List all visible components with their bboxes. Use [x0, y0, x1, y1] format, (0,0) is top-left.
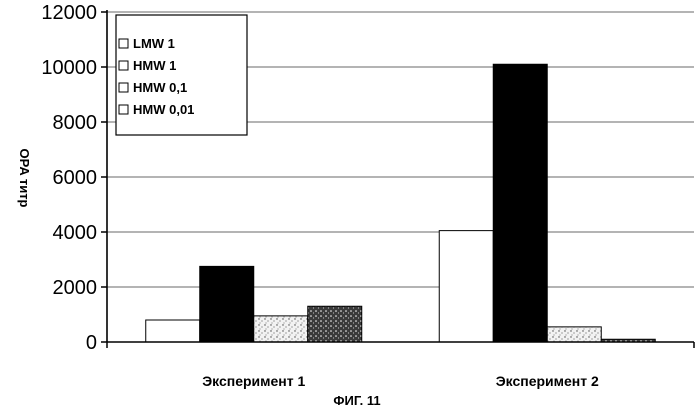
- bar: [439, 231, 493, 342]
- y-tick-label: 4000: [53, 222, 98, 244]
- legend-label: HMW 0,01: [133, 102, 194, 117]
- legend: LMW 1 HMW 1 HMW 0,1 HMW 0,01: [116, 15, 247, 135]
- bar: [308, 306, 362, 342]
- y-tick-label: 8000: [53, 112, 98, 134]
- bar: [254, 316, 308, 342]
- bar: [493, 64, 547, 342]
- bar: [146, 320, 200, 342]
- bar: [200, 266, 254, 342]
- y-tick-label: 6000: [53, 167, 98, 189]
- bar: [547, 327, 601, 342]
- legend-swatch: [119, 105, 128, 114]
- x-category-label: Эксперимент 2: [496, 373, 599, 389]
- figure-caption: ФИГ. 11: [333, 393, 380, 408]
- y-axis-title: OPA титр: [17, 148, 32, 207]
- x-category-label: Эксперимент 1: [202, 373, 305, 389]
- legend-swatch: [119, 83, 128, 92]
- x-category-labels: Эксперимент 1 Эксперимент 2: [202, 373, 599, 389]
- y-tick-label: 2000: [53, 277, 98, 299]
- legend-label: LMW 1: [133, 36, 175, 51]
- y-tick-label: 0: [86, 332, 97, 354]
- legend-swatch: [119, 61, 128, 70]
- y-tick-labels: 0 2000 4000 6000 8000 10000 12000: [41, 2, 97, 354]
- legend-label: HMW 0,1: [133, 80, 187, 95]
- y-tick-label: 10000: [41, 57, 97, 79]
- legend-box: [116, 15, 247, 135]
- legend-swatch: [119, 39, 128, 48]
- y-tick-label: 12000: [41, 2, 97, 24]
- legend-label: HMW 1: [133, 58, 176, 73]
